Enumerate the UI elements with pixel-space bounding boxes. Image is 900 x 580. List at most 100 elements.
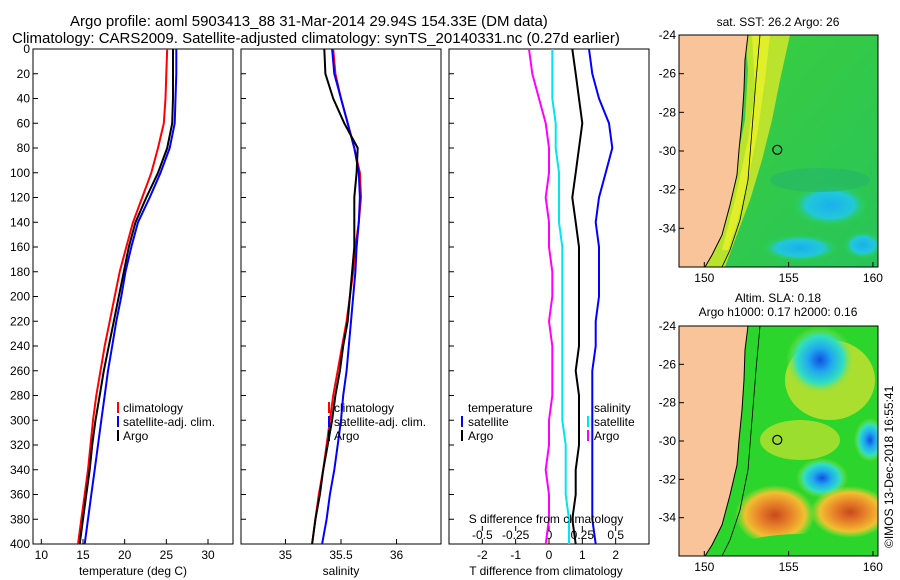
temperature-panel: 0 20 40 60 80 100 120 140 160 180 200 220 240 260 280 3… bbox=[10, 42, 234, 578]
title-line-1: Argo profile: aoml 5903413_88 31-Mar-201… bbox=[70, 13, 548, 30]
temperature-plot-frame bbox=[32, 48, 234, 545]
depth-tick-label: 260 bbox=[10, 364, 30, 378]
temperature-depth-axis: 0 20 40 60 80 100 120 140 160 180 200 220 240 260 280 3… bbox=[10, 42, 38, 551]
sla-map-title-1: Altim. SLA: 0.18 bbox=[735, 291, 821, 305]
difference-t-axis: -2 -1 0 1 2 bbox=[477, 539, 619, 562]
series-s-satellite bbox=[551, 49, 570, 544]
depth-tick-label: 140 bbox=[10, 215, 30, 229]
difference-legend-salinity: salinity satellite Argo bbox=[587, 401, 635, 443]
legend-head-salinity: salinity bbox=[594, 401, 631, 415]
temperature-x-axis: 10 15 20 25 30 bbox=[35, 539, 215, 562]
legend-label-argo: Argo bbox=[334, 429, 360, 443]
lat-tick-label: -30 bbox=[659, 144, 677, 158]
lat-tick-label: -28 bbox=[659, 105, 677, 119]
sst-map-lat-axis: -24 -26 -28 -30 -32 -34 bbox=[659, 28, 684, 235]
x-tick-label: 0 bbox=[546, 548, 553, 562]
temperature-legend: climatology satellite-adj. clim. Argo bbox=[117, 401, 215, 443]
legend-label-argo: Argo bbox=[123, 429, 149, 443]
difference-series bbox=[528, 48, 614, 545]
lat-tick-label: -34 bbox=[659, 511, 677, 525]
legend-label-s-satellite: satellite bbox=[594, 415, 635, 429]
lat-tick-label: -32 bbox=[659, 183, 677, 197]
salinity-plot-frame bbox=[240, 48, 442, 545]
salinity-depth-ticks bbox=[241, 48, 246, 545]
depth-tick-label: 220 bbox=[10, 314, 30, 328]
legend-label-t-argo: Argo bbox=[468, 429, 494, 443]
sst-map-lon-axis: 150 155 160 bbox=[694, 262, 883, 285]
x-tick-label: -2 bbox=[477, 548, 488, 562]
x-tick-label: 36 bbox=[390, 548, 404, 562]
temperature-x-label: temperature (deg C) bbox=[79, 564, 187, 578]
lat-tick-label: -24 bbox=[659, 319, 677, 333]
sst-argo-marker bbox=[772, 144, 783, 155]
s-tick-label: -0.25 bbox=[502, 528, 530, 542]
difference-panel: -2 -1 0 1 2 -0.5 -0.25 0 0.25 0.5 temperature sa… bbox=[448, 48, 650, 578]
salinity-legend: climatology satellite-adj. clim. Argo bbox=[328, 401, 426, 443]
difference-depth-ticks bbox=[449, 48, 454, 545]
x-tick-label: 15 bbox=[76, 548, 90, 562]
depth-tick-label: 100 bbox=[10, 166, 30, 180]
legend-label-climatology: climatology bbox=[334, 401, 394, 415]
series-t-satellite bbox=[588, 48, 614, 545]
s-tick-label: 0.5 bbox=[607, 528, 624, 542]
x-tick-label: 2 bbox=[612, 548, 619, 562]
lon-tick-label: 150 bbox=[694, 271, 714, 285]
depth-tick-label: 300 bbox=[10, 413, 30, 427]
depth-tick-label: 280 bbox=[10, 389, 30, 403]
legend-label-satellite: satellite-adj. clim. bbox=[334, 415, 426, 429]
x-tick-label: 20 bbox=[118, 548, 132, 562]
depth-tick-label: 380 bbox=[10, 512, 30, 526]
depth-tick-label: 240 bbox=[10, 339, 30, 353]
s-tick-label: -0.5 bbox=[472, 528, 493, 542]
difference-s-axis: -0.5 -0.25 0 0.25 0.5 bbox=[472, 526, 624, 542]
lon-tick-label: 160 bbox=[863, 271, 883, 285]
credit-stamp: ©IMOS 13-Dec-2018 16:55:41 bbox=[882, 385, 896, 548]
series-climatology bbox=[77, 48, 169, 545]
depth-tick-label: 200 bbox=[10, 290, 30, 304]
x-tick-label: 10 bbox=[35, 548, 49, 562]
sla-land bbox=[679, 326, 748, 556]
sst-land bbox=[679, 35, 748, 267]
depth-tick-label: 120 bbox=[10, 191, 30, 205]
depth-tick-label: 40 bbox=[17, 92, 31, 106]
salinity-x-label: salinity bbox=[323, 564, 360, 578]
salinity-panel: 35 35.5 36 climatology satellite-adj. clim… bbox=[240, 48, 442, 578]
sla-argo-marker bbox=[772, 434, 783, 445]
sla-map-title-2: Argo h1000: 0.17 h2000: 0.16 bbox=[699, 305, 858, 319]
difference-plot-frame bbox=[448, 48, 650, 545]
x-tick-label: 35.5 bbox=[329, 548, 353, 562]
series-argo bbox=[311, 48, 359, 545]
salinity-x-axis: 35 35.5 36 bbox=[279, 539, 404, 562]
salinity-series bbox=[311, 48, 362, 545]
x-tick-label: 25 bbox=[160, 548, 174, 562]
depth-tick-label: 80 bbox=[17, 141, 31, 155]
sla-map-lat-axis: -24 -26 -28 -30 -32 -34 bbox=[659, 319, 684, 525]
lon-tick-label: 160 bbox=[863, 560, 883, 574]
depth-tick-label: 320 bbox=[10, 438, 30, 452]
lat-tick-label: -32 bbox=[659, 472, 677, 486]
lon-tick-label: 155 bbox=[779, 271, 799, 285]
x-tick-label: -1 bbox=[510, 548, 521, 562]
lon-tick-label: 150 bbox=[694, 560, 714, 574]
lat-tick-label: -34 bbox=[659, 221, 677, 235]
series-satellite-adj-clim- bbox=[83, 49, 178, 545]
sst-map-panel: sat. SST: 26.2 Argo: 26 150 155 160 -24 -26… bbox=[659, 15, 884, 285]
title-line-2: Climatology: CARS2009. Satellite-adjuste… bbox=[12, 30, 620, 47]
depth-tick-label: 60 bbox=[17, 116, 31, 130]
temperature-series bbox=[77, 48, 178, 545]
x-tick-label: 1 bbox=[579, 548, 586, 562]
depth-tick-label: 340 bbox=[10, 463, 30, 477]
depth-tick-label: 360 bbox=[10, 488, 30, 502]
s-tick-label: 0 bbox=[546, 528, 553, 542]
depth-tick-label: 160 bbox=[10, 240, 30, 254]
sst-map-title: sat. SST: 26.2 Argo: 26 bbox=[717, 15, 840, 29]
difference-s-label: S difference from climatology bbox=[469, 512, 624, 526]
lon-tick-label: 155 bbox=[779, 560, 799, 574]
depth-tick-label: 0 bbox=[23, 42, 30, 56]
x-tick-label: 30 bbox=[201, 548, 215, 562]
lat-tick-label: -26 bbox=[659, 357, 677, 371]
lat-tick-label: -24 bbox=[659, 28, 677, 42]
series-argo bbox=[78, 49, 174, 545]
legend-head-temperature: temperature bbox=[468, 401, 533, 415]
sla-map-panel: Altim. SLA: 0.18 Argo h1000: 0.17 h2000:… bbox=[659, 291, 884, 574]
